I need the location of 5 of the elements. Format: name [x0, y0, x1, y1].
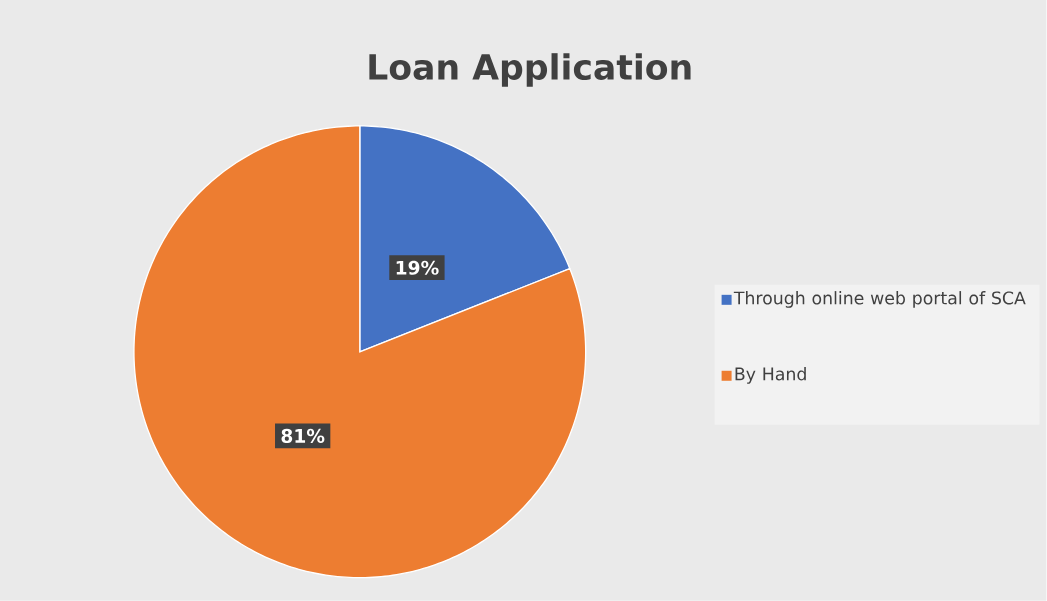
chart-title: Loan Application	[369, 53, 691, 87]
data-label: 19%	[396, 260, 439, 275]
data-label: 81%	[281, 428, 325, 444]
legend-label: Through online web portal of SCA	[733, 291, 1026, 309]
legend-label: By Hand	[735, 367, 806, 384]
